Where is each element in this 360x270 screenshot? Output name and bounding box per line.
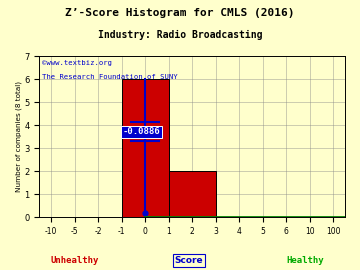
Text: Z’-Score Histogram for CMLS (2016): Z’-Score Histogram for CMLS (2016)	[65, 8, 295, 18]
Text: Unhealthy: Unhealthy	[50, 256, 99, 265]
Text: Industry: Radio Broadcasting: Industry: Radio Broadcasting	[98, 30, 262, 40]
Y-axis label: Number of companies (8 total): Number of companies (8 total)	[15, 81, 22, 192]
Text: Score: Score	[175, 256, 203, 265]
Text: Healthy: Healthy	[286, 256, 324, 265]
Text: The Research Foundation of SUNY: The Research Foundation of SUNY	[42, 74, 178, 80]
Text: ©www.textbiz.org: ©www.textbiz.org	[42, 59, 112, 66]
Bar	[122, 79, 169, 217]
Text: -0.0886: -0.0886	[123, 127, 161, 136]
Bar	[169, 171, 216, 217]
